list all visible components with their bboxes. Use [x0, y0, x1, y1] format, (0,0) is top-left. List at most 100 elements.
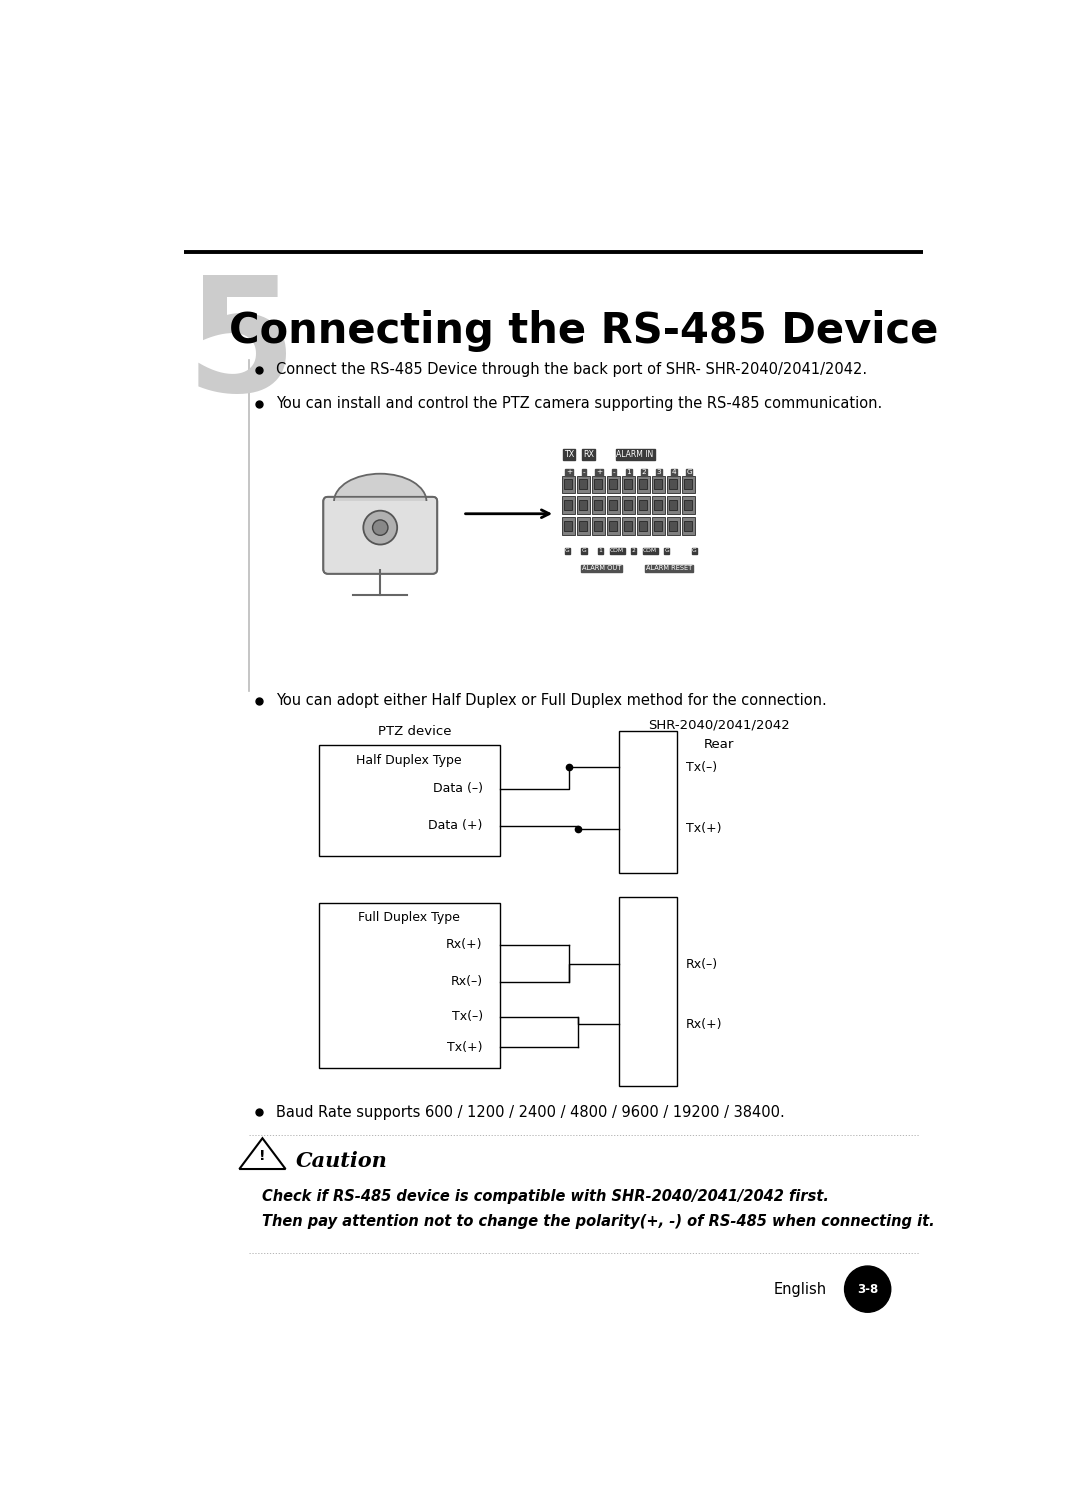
FancyBboxPatch shape	[607, 475, 620, 493]
FancyBboxPatch shape	[651, 496, 665, 514]
FancyBboxPatch shape	[579, 501, 588, 510]
Text: Check if RS-485 device is compatible with SHR-2040/2041/2042 first.: Check if RS-485 device is compatible wit…	[262, 1189, 829, 1204]
FancyBboxPatch shape	[651, 475, 665, 493]
Text: 1: 1	[626, 469, 632, 475]
Circle shape	[845, 1266, 891, 1313]
Text: English: English	[773, 1281, 827, 1296]
FancyBboxPatch shape	[592, 496, 605, 514]
FancyBboxPatch shape	[607, 496, 620, 514]
FancyBboxPatch shape	[622, 475, 635, 493]
Bar	[619, 897, 677, 1086]
FancyBboxPatch shape	[651, 517, 665, 535]
Text: COM: COM	[610, 548, 624, 553]
Text: ALARM IN: ALARM IN	[617, 450, 653, 459]
FancyBboxPatch shape	[624, 480, 633, 490]
FancyBboxPatch shape	[670, 522, 677, 530]
FancyBboxPatch shape	[685, 480, 692, 490]
FancyBboxPatch shape	[577, 496, 590, 514]
Text: Rx(–): Rx(–)	[450, 976, 483, 988]
Text: RX: RX	[583, 450, 594, 459]
FancyBboxPatch shape	[637, 475, 650, 493]
FancyBboxPatch shape	[594, 480, 603, 490]
Text: -: -	[612, 469, 616, 475]
Text: Tx(–): Tx(–)	[686, 760, 717, 773]
Text: +: +	[596, 469, 602, 475]
Text: Data (–): Data (–)	[433, 782, 483, 796]
FancyBboxPatch shape	[637, 496, 650, 514]
FancyBboxPatch shape	[681, 475, 696, 493]
FancyBboxPatch shape	[639, 522, 647, 530]
FancyBboxPatch shape	[685, 522, 692, 530]
FancyBboxPatch shape	[579, 522, 588, 530]
Text: Connect the RS-485 Device through the back port of SHR- SHR-2040/2041/2042.: Connect the RS-485 Device through the ba…	[276, 362, 867, 377]
Text: Rx(+): Rx(+)	[686, 1018, 723, 1031]
Text: G: G	[565, 548, 569, 553]
FancyBboxPatch shape	[323, 496, 437, 574]
Bar	[619, 732, 677, 873]
Circle shape	[363, 511, 397, 544]
FancyBboxPatch shape	[592, 517, 605, 535]
Bar	[319, 903, 500, 1068]
FancyBboxPatch shape	[577, 517, 590, 535]
Text: +: +	[566, 469, 572, 475]
Text: Half Duplex Type: Half Duplex Type	[356, 754, 462, 767]
Text: Full Duplex Type: Full Duplex Type	[359, 912, 460, 924]
FancyBboxPatch shape	[637, 517, 650, 535]
Text: 2: 2	[632, 548, 635, 553]
FancyBboxPatch shape	[654, 501, 662, 510]
FancyBboxPatch shape	[670, 501, 677, 510]
Text: 3-8: 3-8	[858, 1283, 878, 1296]
Text: PTZ device: PTZ device	[378, 726, 451, 738]
FancyBboxPatch shape	[685, 501, 692, 510]
FancyBboxPatch shape	[624, 522, 633, 530]
FancyBboxPatch shape	[624, 501, 633, 510]
Text: ALARM OUT: ALARM OUT	[581, 565, 621, 572]
Bar	[319, 745, 500, 857]
Text: 5: 5	[186, 270, 297, 425]
FancyBboxPatch shape	[562, 496, 575, 514]
FancyBboxPatch shape	[666, 496, 680, 514]
FancyBboxPatch shape	[639, 501, 647, 510]
FancyBboxPatch shape	[609, 522, 618, 530]
Ellipse shape	[334, 474, 427, 529]
Text: ALARM RESET: ALARM RESET	[646, 565, 692, 572]
FancyBboxPatch shape	[681, 517, 696, 535]
FancyBboxPatch shape	[654, 480, 662, 490]
FancyBboxPatch shape	[564, 480, 572, 490]
Text: SHR-2040/2041/2042: SHR-2040/2041/2042	[648, 720, 789, 732]
FancyBboxPatch shape	[607, 517, 620, 535]
Text: Then pay attention not to change the polarity(+, -) of RS-485 when connecting it: Then pay attention not to change the pol…	[262, 1214, 935, 1229]
Text: Baud Rate supports 600 / 1200 / 2400 / 4800 / 9600 / 19200 / 38400.: Baud Rate supports 600 / 1200 / 2400 / 4…	[276, 1104, 785, 1119]
FancyBboxPatch shape	[564, 522, 572, 530]
Text: 1: 1	[598, 548, 603, 553]
FancyBboxPatch shape	[666, 517, 680, 535]
Text: Tx(+): Tx(+)	[447, 1042, 483, 1053]
Text: You can install and control the PTZ camera supporting the RS-485 communication.: You can install and control the PTZ came…	[276, 396, 882, 411]
Text: -: -	[582, 469, 585, 475]
Text: Rx(+): Rx(+)	[446, 939, 483, 952]
FancyBboxPatch shape	[592, 475, 605, 493]
FancyBboxPatch shape	[609, 501, 618, 510]
FancyBboxPatch shape	[594, 501, 603, 510]
Bar	[330, 502, 430, 569]
Text: 4: 4	[672, 469, 676, 475]
FancyBboxPatch shape	[670, 480, 677, 490]
Text: TX: TX	[564, 450, 575, 459]
Text: G: G	[686, 469, 692, 475]
Text: Connecting the RS-485 Device: Connecting the RS-485 Device	[229, 310, 937, 352]
FancyBboxPatch shape	[666, 475, 680, 493]
Text: 2: 2	[642, 469, 646, 475]
Text: You can adopt either Half Duplex or Full Duplex method for the connection.: You can adopt either Half Duplex or Full…	[276, 693, 827, 708]
Text: Rear: Rear	[704, 738, 734, 751]
FancyBboxPatch shape	[562, 517, 575, 535]
FancyBboxPatch shape	[562, 475, 575, 493]
FancyBboxPatch shape	[639, 480, 647, 490]
FancyBboxPatch shape	[654, 522, 662, 530]
Text: Tx(+): Tx(+)	[686, 822, 721, 836]
FancyBboxPatch shape	[577, 475, 590, 493]
FancyBboxPatch shape	[622, 517, 635, 535]
Text: G: G	[582, 548, 586, 553]
Text: 3: 3	[657, 469, 661, 475]
Text: COM: COM	[643, 548, 658, 553]
FancyBboxPatch shape	[622, 496, 635, 514]
